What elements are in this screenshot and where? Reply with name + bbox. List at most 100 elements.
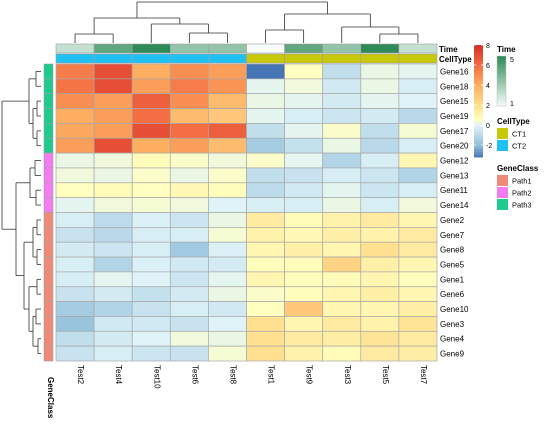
time-annotation-cell <box>246 43 285 54</box>
heatmap-cell <box>284 212 324 228</box>
row-label: Gene19 <box>440 112 469 121</box>
heatmap-cell <box>169 227 209 243</box>
heatmap-cell <box>398 241 438 258</box>
geneclass-annotation-cell <box>43 241 54 258</box>
heatmap-cell <box>284 301 324 317</box>
heatmap-cell <box>322 167 362 184</box>
heatmap-cell <box>322 78 362 95</box>
heatmap-cell <box>360 241 400 258</box>
column-label: Test6 <box>190 365 199 385</box>
heatmap-cell <box>246 93 285 109</box>
heatmap-cell <box>322 330 362 347</box>
heatmap-cell <box>169 197 209 213</box>
heatmap-cell <box>169 241 209 258</box>
colorbar-segment <box>474 101 483 105</box>
heatmap-cell <box>208 256 247 273</box>
colorbar-segment <box>474 129 483 133</box>
colorbar-segment <box>474 126 483 130</box>
heatmap-cell <box>360 227 400 243</box>
heatmap-cell <box>208 167 247 184</box>
row-label: Gene7 <box>440 231 465 240</box>
heatmap-cell <box>246 301 285 317</box>
heatmap-cell <box>55 182 95 199</box>
heatmap-cell <box>55 345 95 362</box>
heatmap-cell <box>208 137 247 154</box>
row-label: Gene2 <box>440 216 465 225</box>
colorbar-segment <box>474 87 483 91</box>
heatmap-cell <box>398 137 438 154</box>
heatmap-cell <box>398 93 438 109</box>
geneclass-annotation-cell <box>43 63 54 80</box>
celltype-annotation-cell <box>208 53 247 64</box>
heatmap-cell <box>169 108 209 124</box>
row-label: Gene3 <box>440 320 465 329</box>
heatmap-cell <box>131 241 171 258</box>
heatmap-cell <box>131 182 171 199</box>
row-label: Gene6 <box>440 290 465 299</box>
heatmap-cell <box>322 271 362 288</box>
heatmap-cell <box>208 108 247 124</box>
column-label: Test7 <box>419 365 428 385</box>
geneclass-annotation-label: GeneClass <box>46 377 55 419</box>
geneclass-annotation-cell <box>43 108 54 124</box>
heatmap-cell <box>322 241 362 258</box>
time-annotation-cell <box>55 43 95 54</box>
colorbar-segment <box>474 95 483 99</box>
heatmap-cell <box>246 241 285 258</box>
heatmap-cell <box>398 78 438 95</box>
heatmap-cell <box>131 167 171 184</box>
heatmap-cell <box>246 182 285 199</box>
time-legend-segment <box>497 76 506 79</box>
time-legend-segment <box>497 71 506 74</box>
heatmap-cell <box>360 197 400 213</box>
heatmap-cell <box>93 212 133 228</box>
row-label: Gene20 <box>440 142 469 151</box>
heatmap-cell <box>55 108 95 124</box>
heatmap-cell <box>322 316 362 332</box>
celltype-legend-title: CellType <box>497 117 530 126</box>
heatmap-cell <box>322 123 362 139</box>
heatmap-cell <box>131 197 171 213</box>
heatmap-cell <box>398 345 438 362</box>
column-label: Test8 <box>228 365 237 385</box>
heatmap-cell <box>169 78 209 95</box>
row-label: Gene9 <box>440 350 465 359</box>
heatmap-cell <box>55 227 95 243</box>
heatmap-cell <box>322 63 362 80</box>
colorbar-segment <box>474 151 483 155</box>
time-legend-segment <box>497 103 506 107</box>
heatmap-cell <box>360 301 400 317</box>
row-label: Gene13 <box>440 171 469 180</box>
heatmap-cell <box>208 182 247 199</box>
heatmap-cell <box>93 227 133 243</box>
heatmap-cell <box>284 256 324 273</box>
celltype-annotation-cell <box>246 53 285 64</box>
time-annotation-cell <box>360 43 400 54</box>
heatmap-cell <box>398 286 438 302</box>
heatmap-cell <box>360 316 400 332</box>
heatmap-cell <box>55 123 95 139</box>
heatmap-cell <box>208 93 247 109</box>
heatmap-cell <box>93 197 133 213</box>
heatmap-cell <box>208 345 247 362</box>
time-annotation-cell <box>322 43 362 54</box>
celltype-annotation-cell <box>55 53 95 64</box>
colorbar-segment <box>474 131 483 136</box>
heatmap-cell <box>55 78 95 95</box>
column-label: Test10 <box>152 365 161 389</box>
heatmap-cell <box>360 256 400 273</box>
geneclass-legend-label: Path2 <box>512 189 532 198</box>
heatmap-cell <box>208 227 247 243</box>
heatmap-cell <box>398 182 438 199</box>
heatmap-cell <box>169 152 209 169</box>
geneclass-annotation-cell <box>43 93 54 109</box>
heatmap-cell <box>322 93 362 109</box>
heatmap-cell <box>284 123 324 139</box>
colorbar-segment <box>474 92 483 96</box>
celltype-legend-label: CT2 <box>512 142 526 151</box>
heatmap-cell <box>360 152 400 169</box>
heatmap-cell <box>398 271 438 288</box>
heatmap-cell <box>169 212 209 228</box>
heatmap-cell <box>398 227 438 243</box>
